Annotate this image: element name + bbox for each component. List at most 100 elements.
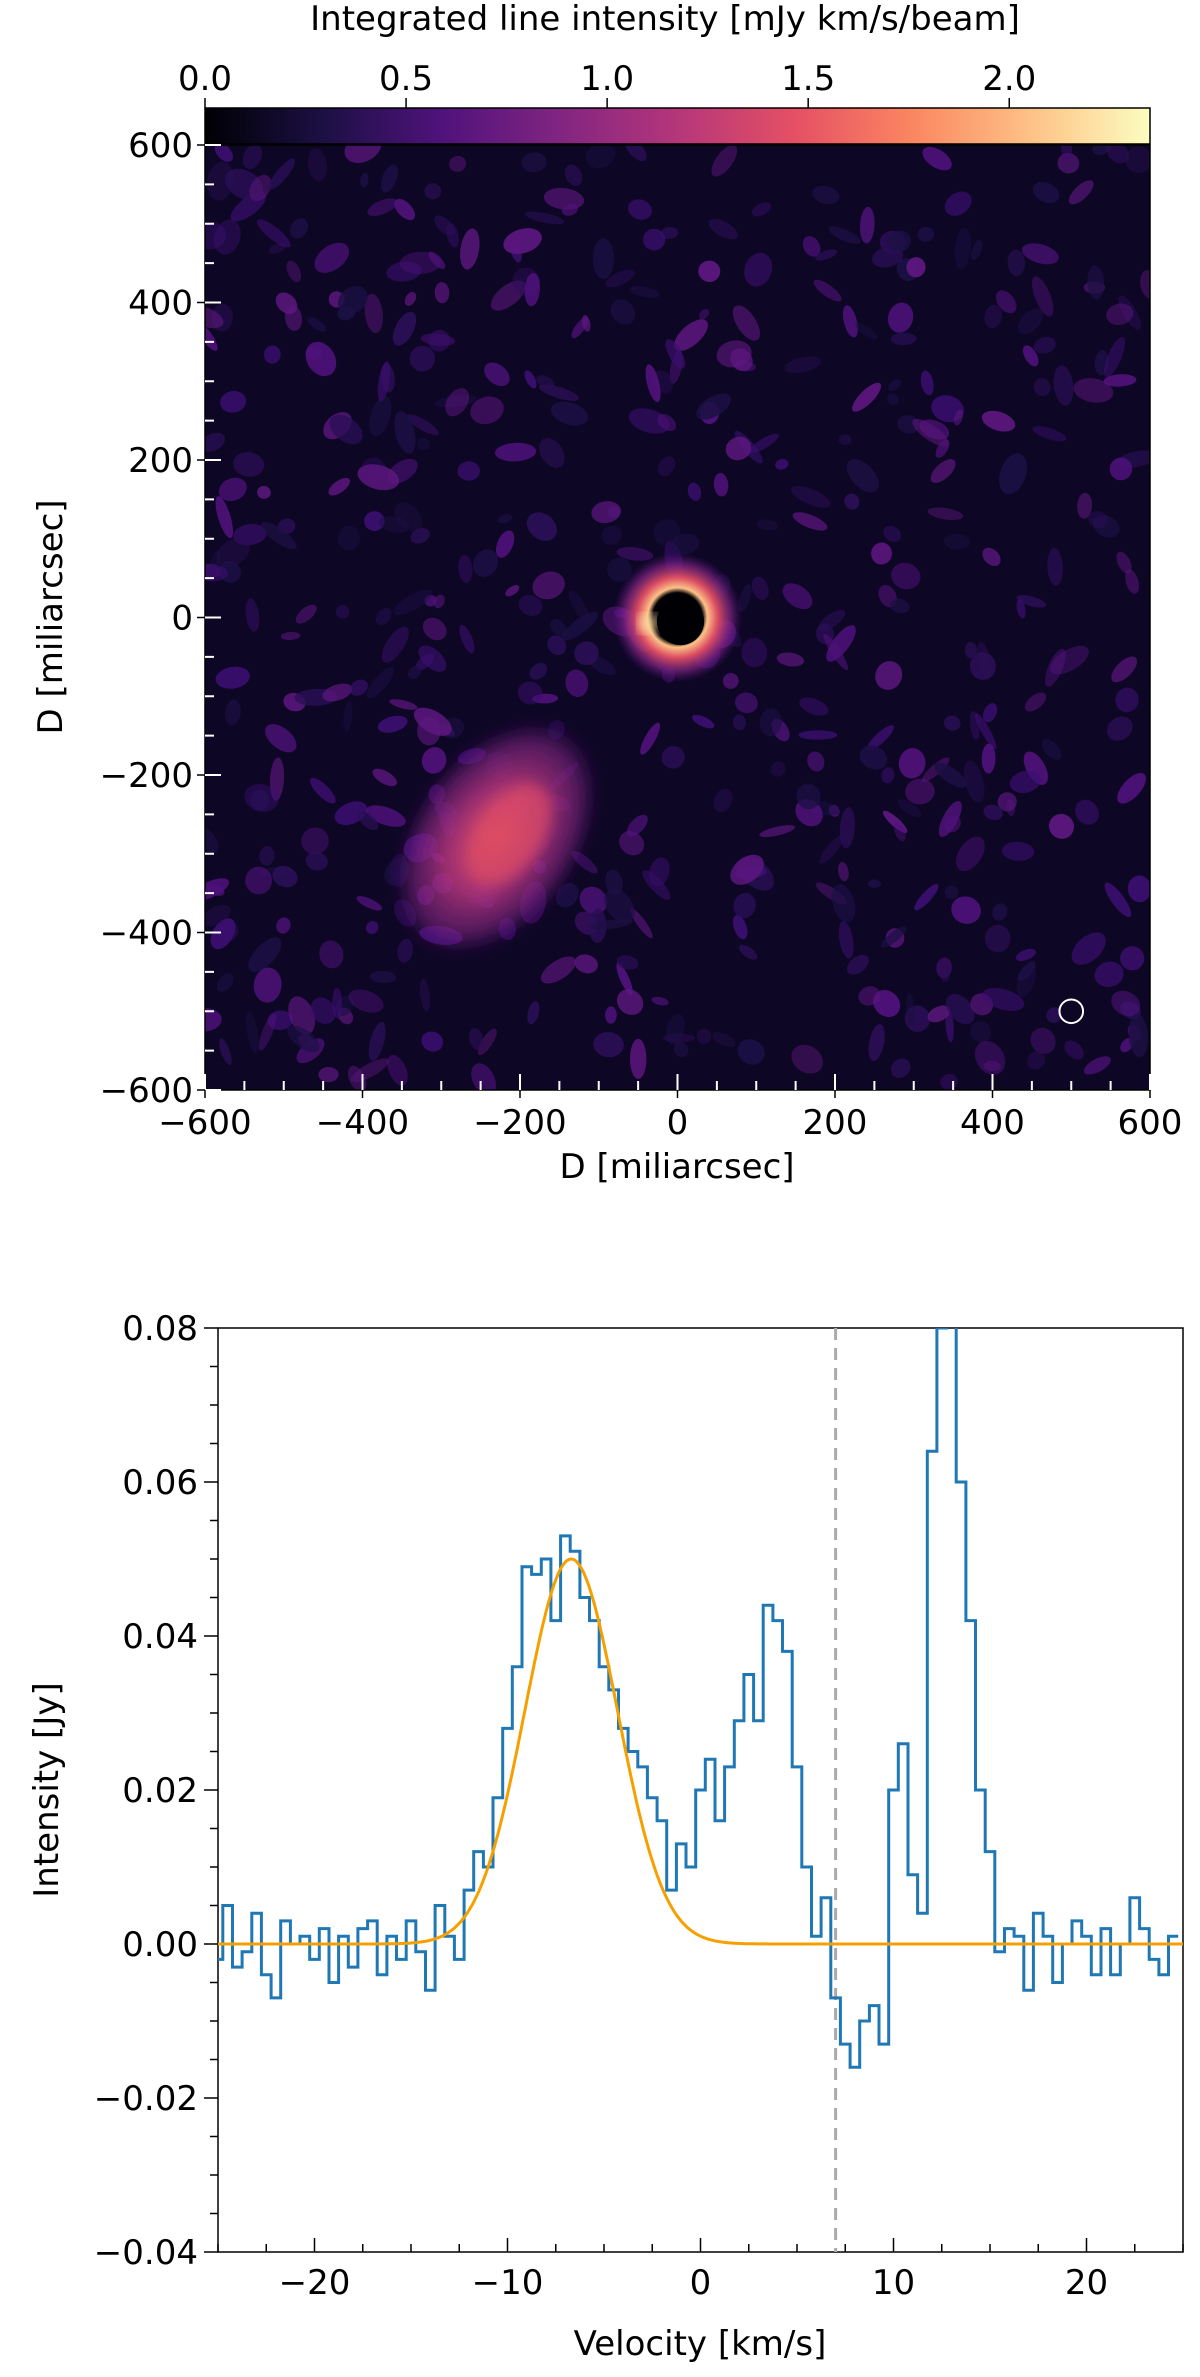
noise-blob (280, 631, 301, 641)
noise-blob (249, 174, 272, 202)
spectrum-x-tick-label: 10 (872, 2263, 915, 2303)
noise-blob (640, 722, 661, 755)
noise-blob (213, 219, 241, 255)
noise-blob (992, 903, 1008, 921)
noise-blob (394, 411, 416, 454)
noise-blob (738, 944, 758, 960)
noise-blob (1115, 687, 1139, 713)
noise-blob (776, 652, 805, 667)
noise-blob (295, 604, 317, 624)
noise-blob (364, 293, 383, 334)
noise-blob (934, 762, 967, 788)
noise-blob (867, 879, 881, 889)
noise-blob (540, 956, 577, 984)
noise-blob (369, 396, 392, 436)
noise-blob (263, 345, 281, 364)
noise-blob (375, 607, 392, 626)
noise-blob (616, 955, 639, 970)
noise-blob (997, 792, 1017, 812)
noise-blob (796, 783, 821, 810)
spectrum-step-line (218, 1328, 1179, 2069)
noise-blob (287, 1025, 320, 1053)
noise-blob (334, 801, 368, 826)
noise-blob (348, 989, 384, 1013)
noise-blob (521, 152, 547, 173)
noise-blob (433, 594, 445, 609)
noise-blob (365, 920, 379, 935)
noise-blob (1022, 345, 1039, 367)
noise-blob (1024, 692, 1047, 712)
noise-blob (943, 715, 961, 731)
map-x-tick-label: −400 (316, 1103, 409, 1143)
noise-blob (651, 996, 669, 1006)
noise-blob (643, 228, 666, 251)
noise-blob (871, 246, 904, 268)
noise-blob (421, 747, 447, 774)
noise-blob (875, 661, 903, 690)
noise-blob (232, 452, 265, 477)
noise-blob (245, 598, 260, 632)
noise-blob (1077, 492, 1093, 519)
noise-blob (399, 251, 442, 275)
noise-blob (367, 198, 398, 217)
noise-blob (977, 641, 992, 681)
noise-blob (628, 408, 670, 434)
noise-blob (215, 495, 234, 539)
noise-blob (368, 1021, 386, 1061)
noise-blob (944, 885, 959, 900)
noise-blob (1046, 1007, 1062, 1023)
noise-blob (357, 464, 400, 491)
noise-blob (604, 1006, 617, 1024)
noise-blob (406, 414, 439, 436)
noise-blob (927, 1005, 951, 1023)
noise-blob (253, 967, 282, 1003)
noise-blob (983, 804, 1003, 821)
noise-blob (378, 515, 410, 534)
noise-blob (470, 396, 504, 425)
noise-blob (410, 527, 430, 544)
noise-blob (963, 760, 985, 803)
map-x-tick-label: −600 (158, 1103, 251, 1143)
noise-blob (409, 345, 436, 372)
noise-blob (591, 501, 622, 524)
colorbar-tick-label: 1.5 (781, 59, 835, 99)
noise-blob (424, 183, 442, 200)
noise-blob (906, 257, 926, 278)
noise-blob (657, 456, 676, 477)
noise-blob (215, 666, 250, 689)
colorbar-ticks: 0.0 0.5 1.0 1.5 2.0 (178, 59, 1036, 108)
noise-blob (218, 477, 247, 502)
noise-blob (445, 388, 470, 417)
noise-blob (592, 238, 615, 280)
noise-blob (205, 904, 231, 927)
noise-blob (356, 895, 383, 911)
noise-blob (568, 590, 591, 623)
noise-blob (722, 672, 739, 689)
noise-blob (891, 562, 921, 590)
noise-blob (661, 746, 685, 769)
noise-blob (917, 226, 935, 242)
noise-blob (846, 459, 879, 493)
map-x-tick-label: 600 (1118, 1103, 1183, 1143)
noise-blob (945, 994, 975, 1025)
noise-blob (629, 1038, 647, 1080)
noise-blob (974, 1040, 1006, 1075)
noise-blob (630, 908, 653, 939)
spectrum-x-tick-label: −20 (279, 2263, 351, 2303)
noise-blob (712, 1032, 736, 1048)
noise-blob (759, 708, 782, 737)
noise-blob (407, 665, 421, 680)
noise-blob (905, 992, 915, 1027)
noise-blob (855, 322, 878, 340)
noise-blob (665, 339, 686, 369)
noise-blob (935, 439, 950, 458)
spectrum-y-tick-label: 0.02 (122, 1771, 198, 1811)
noise-blob (517, 681, 543, 705)
noise-blob (1117, 772, 1146, 804)
noise-blob (1023, 751, 1048, 785)
noise-blob (495, 530, 515, 558)
spectrum-y-tick-label: 0.08 (122, 1309, 198, 1349)
noise-blob (205, 324, 218, 351)
noise-blob (205, 563, 228, 582)
noise-blob (981, 743, 996, 774)
